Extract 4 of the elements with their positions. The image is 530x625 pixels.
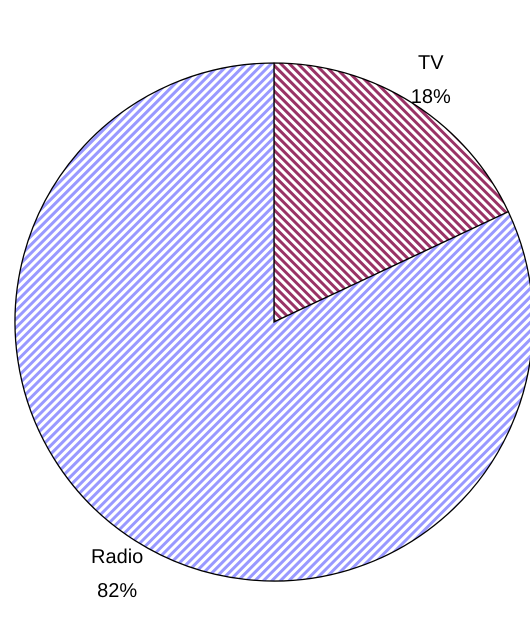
data-label: 18% [410, 86, 452, 108]
slice-label: Radio [91, 546, 144, 568]
slice-label: TV [418, 52, 444, 74]
data-label: 82% [97, 580, 138, 602]
